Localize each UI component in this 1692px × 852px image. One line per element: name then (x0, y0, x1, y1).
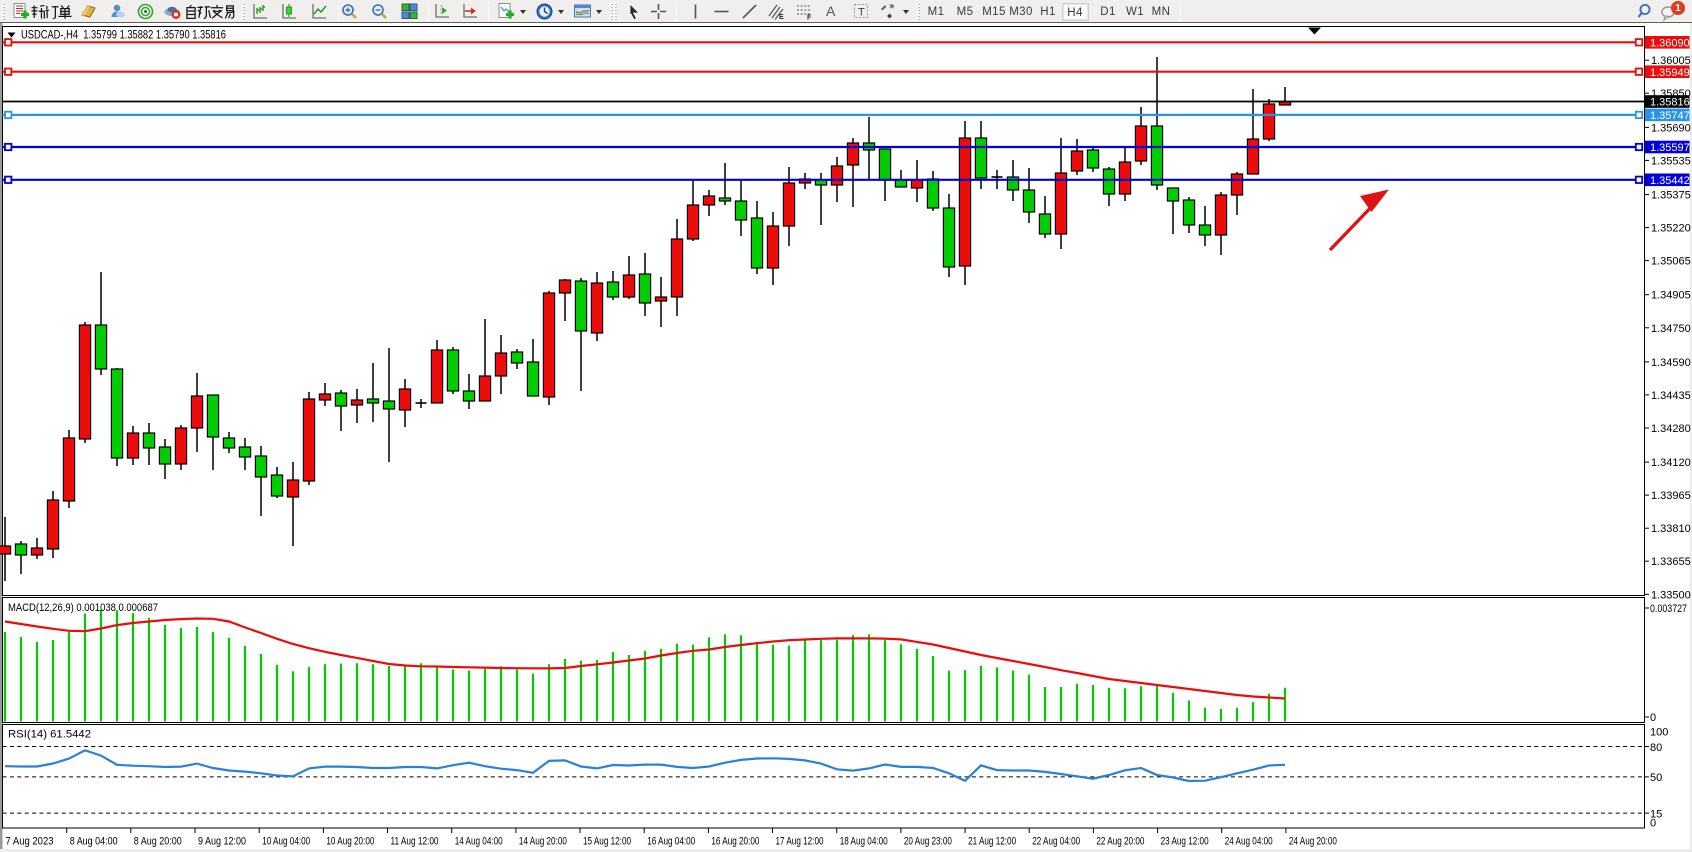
svg-text:USDCAD-,H4 1.35799 1.35882 1.: USDCAD-,H4 1.35799 1.35882 1.35790 1.358… (21, 30, 226, 42)
svg-text:1.34590: 1.34590 (1651, 357, 1691, 369)
svg-text:1.35220: 1.35220 (1651, 223, 1691, 235)
svg-text:0: 0 (1650, 818, 1656, 830)
svg-text:7 Aug 2023: 7 Aug 2023 (6, 836, 54, 848)
svg-text:E: E (779, 14, 784, 20)
svg-text:23 Aug 12:00: 23 Aug 12:00 (1161, 836, 1209, 848)
svg-text:1.35442: 1.35442 (1650, 175, 1690, 187)
svg-text:24 Aug 04:00: 24 Aug 04:00 (1225, 836, 1273, 848)
svg-text:MACD(12,26,9) 0.001038 0.00068: MACD(12,26,9) 0.001038 0.000687 (8, 602, 158, 614)
svg-text:1.36090: 1.36090 (1650, 38, 1690, 50)
svg-text:18 Aug 04:00: 18 Aug 04:00 (840, 836, 888, 848)
svg-text:11 Aug 12:00: 11 Aug 12:00 (391, 836, 439, 848)
svg-text:24 Aug 20:00: 24 Aug 20:00 (1289, 836, 1337, 848)
svg-text:21 Aug 12:00: 21 Aug 12:00 (968, 836, 1016, 848)
svg-text:1.35375: 1.35375 (1651, 190, 1691, 202)
svg-text:1.33500: 1.33500 (1651, 589, 1691, 601)
svg-text:1.35535: 1.35535 (1651, 155, 1691, 167)
svg-text:80: 80 (1650, 742, 1662, 754)
svg-text:8 Aug 04:00: 8 Aug 04:00 (70, 836, 118, 848)
svg-text:50: 50 (1650, 772, 1662, 784)
svg-text:14 Aug 04:00: 14 Aug 04:00 (455, 836, 503, 848)
svg-text:22 Aug 20:00: 22 Aug 20:00 (1096, 836, 1144, 848)
svg-text:14 Aug 20:00: 14 Aug 20:00 (519, 836, 567, 848)
svg-text:10 Aug 04:00: 10 Aug 04:00 (262, 836, 310, 848)
svg-text:1.35690: 1.35690 (1651, 122, 1691, 134)
svg-text:1.35065: 1.35065 (1651, 256, 1691, 268)
svg-text:0: 0 (1650, 712, 1656, 724)
svg-text:1.34120: 1.34120 (1651, 457, 1691, 469)
svg-text:8 Aug 20:00: 8 Aug 20:00 (134, 836, 182, 848)
svg-text:T: T (858, 7, 865, 19)
svg-text:1.35597: 1.35597 (1650, 142, 1690, 154)
svg-text:F: F (807, 15, 812, 21)
svg-text:9 Aug 12:00: 9 Aug 12:00 (198, 836, 246, 848)
svg-text:1.34435: 1.34435 (1651, 390, 1691, 402)
svg-text:1.33810: 1.33810 (1651, 523, 1691, 535)
svg-text:16 Aug 04:00: 16 Aug 04:00 (647, 836, 695, 848)
svg-text:17 Aug 12:00: 17 Aug 12:00 (776, 836, 824, 848)
svg-text:1.34905: 1.34905 (1651, 290, 1691, 302)
svg-text:15: 15 (1650, 808, 1662, 820)
svg-text:22 Aug 04:00: 22 Aug 04:00 (1032, 836, 1080, 848)
svg-text:1.33965: 1.33965 (1651, 490, 1691, 502)
svg-text:1.34750: 1.34750 (1651, 323, 1691, 335)
svg-text:10 Aug 20:00: 10 Aug 20:00 (326, 836, 374, 848)
svg-text:0.003727: 0.003727 (1650, 603, 1687, 615)
svg-text:1.34280: 1.34280 (1651, 423, 1691, 435)
svg-text:1.36005: 1.36005 (1651, 55, 1691, 67)
svg-text:1.35816: 1.35816 (1650, 97, 1690, 109)
svg-text:RSI(14) 61.5442: RSI(14) 61.5442 (8, 729, 91, 741)
svg-text:1.35747: 1.35747 (1650, 110, 1690, 122)
svg-text:16 Aug 20:00: 16 Aug 20:00 (711, 836, 759, 848)
svg-text:100: 100 (1650, 727, 1668, 739)
svg-text:20 Aug 23:00: 20 Aug 23:00 (904, 836, 952, 848)
svg-text:15 Aug 12:00: 15 Aug 12:00 (583, 836, 631, 848)
svg-text:1.35949: 1.35949 (1650, 67, 1690, 79)
svg-text:1.33655: 1.33655 (1651, 556, 1691, 568)
